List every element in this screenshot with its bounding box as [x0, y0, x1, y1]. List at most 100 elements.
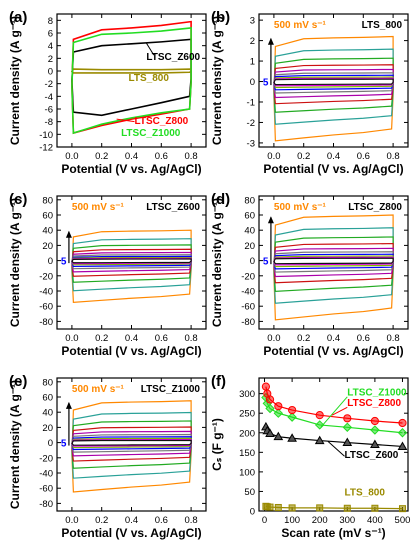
y-axis-label: Current density (A g⁻¹)	[8, 198, 22, 327]
scan-rate-max-label: 500 mV s⁻¹	[72, 384, 125, 395]
x-tick-label: 100	[284, 515, 300, 526]
x-tick-label: 0.2	[95, 151, 108, 162]
scan-rate-max-label: 500 mV s⁻¹	[274, 202, 327, 213]
scan-rate-max-label: 500 mV s⁻¹	[274, 20, 327, 31]
annotation-ltsc-z800: LTSC_Z800	[134, 116, 188, 127]
panel-title: LTS_800	[362, 20, 403, 31]
data-point	[370, 416, 379, 426]
x-tick-label: 0.8	[184, 515, 197, 526]
panel-d: 0.0 0.2 0.4 0.6 0.8 -80 -60 -40 -20 0 20 40 60 80 Pote…	[210, 191, 409, 358]
y-tick-label: 1	[250, 57, 255, 68]
data-point	[288, 504, 296, 512]
y-tick-label: 250	[239, 409, 255, 420]
y-tick-label: -3	[247, 138, 255, 149]
panel-title: LTSC_Z1000	[141, 384, 201, 395]
x-tick-label: 0.8	[386, 333, 399, 344]
y-tick-label: 80	[42, 195, 53, 206]
panel-b: 0.0 0.2 0.4 0.6 0.8 -3 -2 -1 0 1 2 3 Potential (V vs…	[210, 9, 409, 176]
y-axis-label: Cₛ (F g⁻¹)	[210, 418, 224, 471]
arrow-head	[267, 216, 274, 224]
panel-a: 0.0 0.2 0.4 0.6 0.8 -12 -10 -8-6 -4 -20 2 46 8 Potent…	[8, 9, 207, 176]
y-tick-label: 20	[42, 241, 53, 252]
x-tick-label: 0.2	[297, 333, 310, 344]
x-tick-label: 0.8	[386, 151, 399, 162]
y-tick-label: 20	[244, 241, 255, 252]
cv-curve-ltsc-z1000	[71, 27, 192, 135]
y-axis-label: Current density (A g⁻¹)	[210, 16, 224, 145]
x-tick-label: 0.4	[125, 515, 138, 526]
panel-label: (a)	[9, 9, 27, 26]
y-tick-label: 0	[48, 67, 53, 78]
x-tick-label: 0.6	[155, 151, 168, 162]
x-axis-label: Potential (V vs. Ag/AgCl)	[263, 344, 403, 358]
y-tick-label: 4	[48, 41, 53, 52]
x-axis-label: Potential (V vs. Ag/AgCl)	[61, 162, 201, 176]
data-point	[315, 411, 324, 420]
data-point	[398, 505, 406, 513]
y-tick-label: -20	[241, 271, 255, 282]
series-label: LTSC_Z800	[347, 398, 401, 409]
cv-curve	[273, 257, 394, 265]
y-tick-label: -20	[39, 453, 53, 464]
y-tick-label: 0	[250, 256, 255, 267]
y-tick-label: 40	[244, 226, 255, 237]
y-tick-label: -8	[45, 117, 53, 128]
data-point	[265, 428, 275, 438]
x-tick-label: 0.4	[125, 151, 138, 162]
x-tick-label: 0.2	[95, 515, 108, 526]
annotation-arrow	[116, 118, 135, 123]
y-tick-label: -1	[247, 97, 255, 108]
y-tick-label: -60	[39, 484, 53, 495]
data-point	[274, 503, 282, 511]
x-tick-label: 0.0	[65, 151, 78, 162]
cv-curve	[71, 439, 192, 446]
plot-frame	[258, 377, 409, 512]
annotation-arrow	[327, 440, 345, 457]
y-tick-label: 60	[244, 211, 255, 222]
y-tick-label: -40	[39, 469, 53, 480]
y-tick-label: 150	[239, 448, 255, 459]
y-tick-label: -40	[241, 287, 255, 298]
y-tick-label: -10	[39, 130, 53, 141]
y-tick-label: 2	[48, 54, 53, 65]
y-tick-label: 40	[42, 226, 53, 237]
data-point	[287, 412, 297, 422]
series-label: LTS_800	[345, 487, 386, 498]
panel-label: (e)	[9, 373, 27, 390]
y-tick-label: 50	[244, 487, 255, 498]
x-tick-label: 0	[262, 515, 267, 526]
data-point	[398, 418, 407, 428]
data-point	[314, 420, 325, 430]
x-axis-label: Potential (V vs. Ag/AgCl)	[61, 344, 201, 358]
y-tick-label: 0	[48, 256, 53, 267]
y-tick-label: 0	[250, 507, 255, 518]
y-tick-label: 100	[239, 467, 255, 478]
y-tick-label: -60	[241, 302, 255, 313]
data-point	[370, 439, 380, 448]
y-tick-label: -20	[39, 271, 53, 282]
y-tick-label: 200	[239, 428, 255, 439]
panel-label: (b)	[211, 9, 230, 26]
data-point	[314, 435, 325, 445]
y-tick-label: 80	[244, 195, 255, 206]
x-tick-label: 0.6	[155, 333, 168, 344]
x-tick-label: 0.8	[184, 333, 197, 344]
x-tick-label: 0.2	[297, 151, 310, 162]
data-point	[266, 503, 274, 511]
annotation-ltsc-z1000: LTSC_Z1000	[121, 128, 181, 139]
annotation-ltsc-z600: LTSC_Z600	[146, 52, 200, 63]
y-axis-label: Current density (A g⁻¹)	[8, 16, 22, 145]
y-tick-label: 2	[250, 36, 255, 47]
x-tick-label: 0.6	[357, 333, 370, 344]
y-tick-label: 3	[250, 16, 255, 27]
annotation-lts-800: LTS_800	[129, 73, 170, 84]
panel-label: (d)	[211, 191, 230, 208]
arrow-head	[267, 37, 274, 45]
data-point	[273, 431, 284, 441]
panel-label: (f)	[211, 373, 226, 390]
x-tick-label: 200	[312, 515, 328, 526]
data-point	[261, 382, 270, 391]
data-point	[287, 433, 297, 442]
